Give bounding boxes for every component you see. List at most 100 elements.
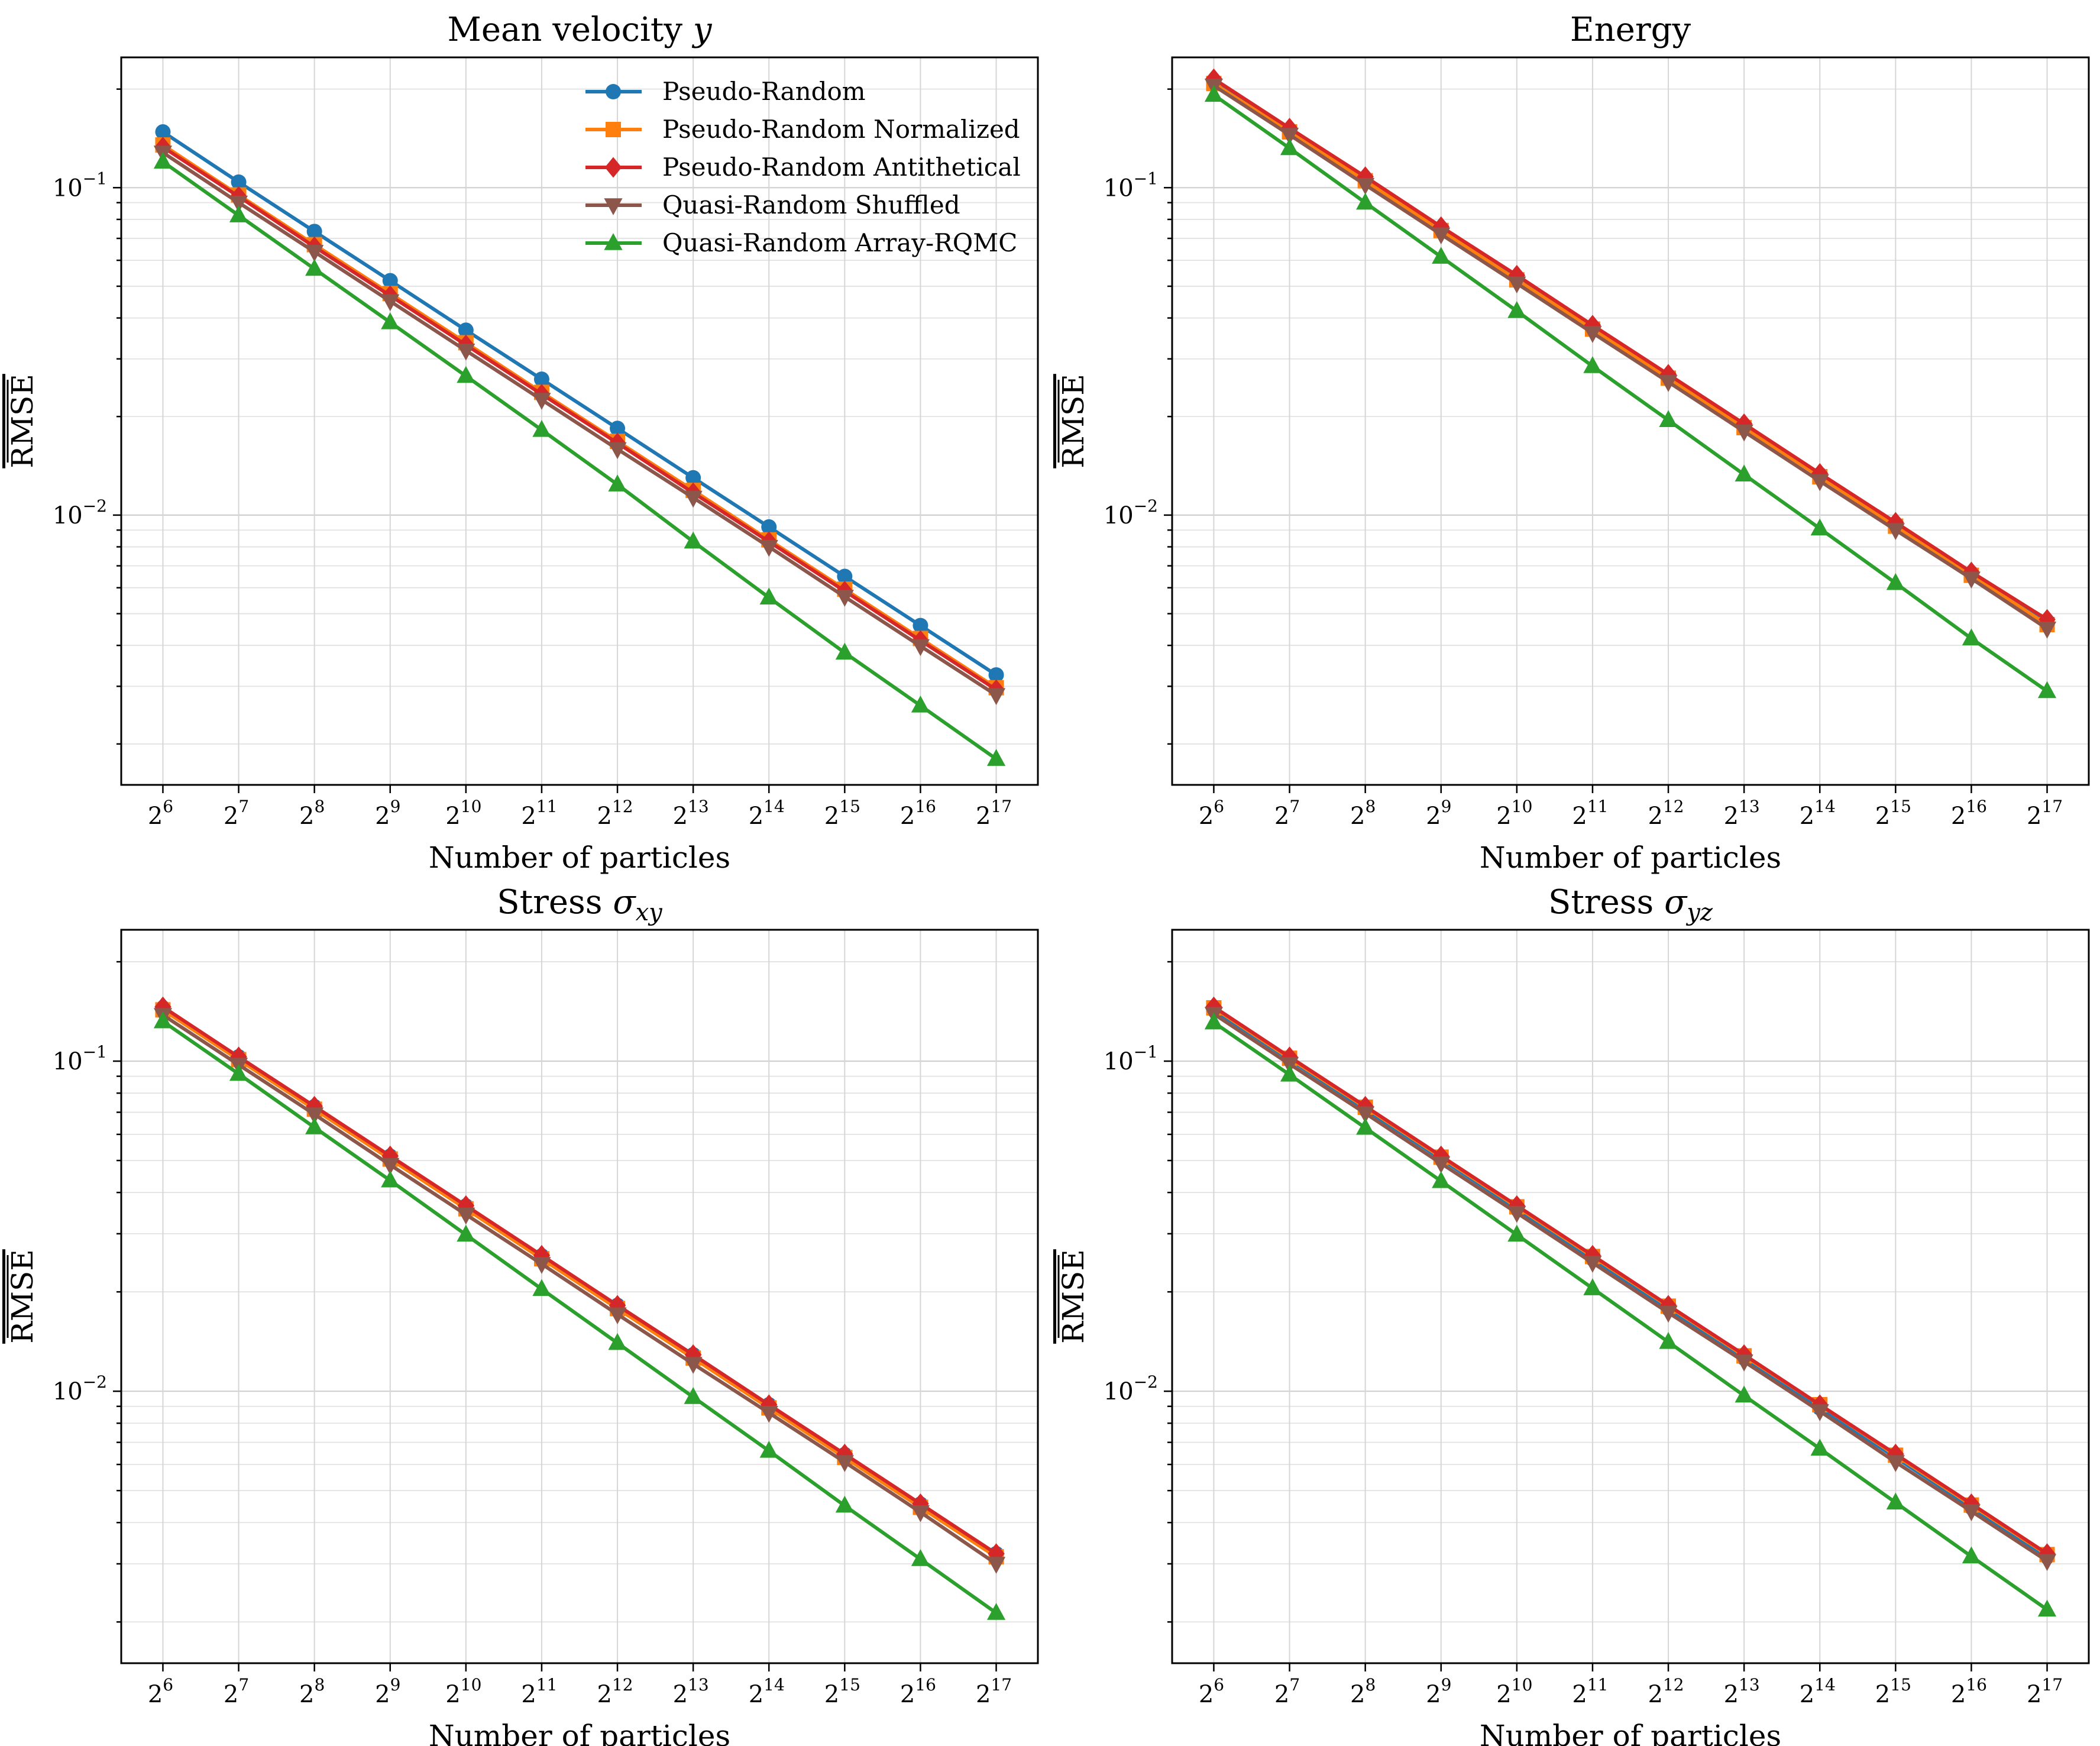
- x-tick-label: 214: [1800, 797, 1836, 830]
- data-point-quasi-random-shuffled: [1507, 276, 1526, 294]
- series-line-quasi-random-shuffled: [1212, 84, 2049, 630]
- data-point-quasi-random-array-rqmc: [1204, 85, 1224, 102]
- legend-label: Pseudo-Random: [662, 77, 866, 106]
- data-point-quasi-random-shuffled: [1810, 1404, 1829, 1421]
- data-point-quasi-random-shuffled: [381, 294, 400, 312]
- data-point-quasi-random-array-rqmc: [684, 1387, 703, 1404]
- legend-item-pseudo-random-antithetical: Pseudo-Random Antithetical: [585, 153, 1021, 182]
- x-tick-label: 213: [1724, 1675, 1760, 1708]
- x-tick-label: 211: [1572, 797, 1608, 830]
- legend-item-quasi-random-array-rqmc: Quasi-Random Array-RQMC: [585, 228, 1017, 257]
- data-point-pseudo-random: [533, 371, 549, 387]
- x-tick-label: 27: [224, 797, 249, 830]
- data-point-pseudo-random: [837, 568, 853, 584]
- plot-frame: [1171, 929, 2090, 1664]
- legend-item-pseudo-random-normalized: Pseudo-Random Normalized: [585, 115, 1020, 144]
- data-point-quasi-random-shuffled: [1583, 1256, 1602, 1273]
- data-point-quasi-random-shuffled: [608, 1307, 627, 1325]
- data-point-quasi-random-array-rqmc: [986, 1603, 1006, 1620]
- data-point-quasi-random-shuffled: [759, 1406, 778, 1423]
- x-tick-label: 216: [1951, 797, 1987, 830]
- data-point-quasi-random-shuffled: [1507, 1205, 1526, 1223]
- legend: Pseudo-Random Pseudo-Random Normalized Pse…: [585, 77, 1021, 257]
- data-point-pseudo-random-antithetical: [1811, 463, 1829, 484]
- data-point-quasi-random-array-rqmc: [457, 366, 475, 383]
- data-point-quasi-random-shuffled: [986, 688, 1006, 706]
- x-tick-label: 217: [2027, 797, 2063, 830]
- data-point-pseudo-random-antithetical: [533, 1244, 551, 1266]
- chart-panel-1: 10−1 10−2 26 27 28 29 210 211 212 213 214 215 216 217…: [5, 11, 1039, 875]
- series-line-quasi-random-shuffled: [161, 1013, 998, 1566]
- data-point-quasi-random-array-rqmc: [305, 1117, 324, 1134]
- data-point-quasi-random-shuffled: [2037, 622, 2057, 639]
- series-group: [153, 124, 1006, 766]
- data-point-quasi-random-array-rqmc: [1659, 1332, 1678, 1349]
- data-point-pseudo-random-antithetical: [1659, 364, 1677, 385]
- data-point-quasi-random-array-rqmc: [457, 1224, 475, 1242]
- x-tick-label: 211: [521, 1675, 557, 1708]
- data-point-quasi-random-array-rqmc: [911, 696, 930, 713]
- chart-panel-2: 10−1 10−2 26 27 28 29 210 211 212 213 214 215 216 217…: [1056, 11, 2090, 875]
- data-point-quasi-random-shuffled: [457, 1207, 475, 1225]
- series-group: [1204, 68, 2057, 699]
- grid: [1172, 57, 2089, 785]
- y-axis-label: RMSE: [1056, 1249, 1091, 1344]
- data-point-quasi-random-array-rqmc: [153, 1011, 173, 1029]
- data-point-pseudo-random: [458, 322, 474, 338]
- x-tick-label: 210: [1496, 797, 1532, 830]
- y-axis: 10−1 10−2: [53, 961, 121, 1623]
- x-axis: 26 27 28 29 210 211 212 213 214 215 216 217: [148, 785, 1012, 830]
- legend-marker: [606, 84, 621, 99]
- data-point-quasi-random-array-rqmc: [229, 205, 248, 222]
- data-point-pseudo-random-antithetical: [1659, 1295, 1677, 1316]
- x-tick-label: 215: [824, 1675, 860, 1708]
- x-tick-label: 216: [900, 1675, 936, 1708]
- series-line-pseudo-random: [161, 130, 998, 677]
- series-line-pseudo-random-antithetical: [161, 146, 998, 691]
- legend-label: Quasi-Random Shuffled: [662, 190, 960, 219]
- data-point-pseudo-random: [610, 421, 626, 436]
- data-point-quasi-random-shuffled: [1432, 1156, 1451, 1173]
- x-tick-label: 26: [148, 797, 173, 830]
- data-point-quasi-random-shuffled: [1356, 1106, 1375, 1124]
- plot-frame: [120, 56, 1039, 786]
- data-point-pseudo-random: [231, 174, 247, 190]
- y-tick-label: 10−1: [53, 169, 107, 202]
- chart-title: Stress σyz: [1548, 883, 1713, 926]
- data-point-quasi-random-shuffled: [1356, 177, 1375, 195]
- data-point-quasi-random-shuffled: [684, 490, 703, 508]
- data-point-quasi-random-shuffled: [229, 195, 248, 213]
- x-tick-label: 213: [673, 797, 709, 830]
- x-tick-label: 217: [2027, 1675, 2063, 1708]
- series-line-quasi-random-array-rqmc: [161, 1020, 998, 1615]
- x-tick-label: 216: [900, 797, 936, 830]
- x-tick-label: 210: [1496, 1675, 1532, 1708]
- chart-title: Stress σxy: [497, 883, 663, 926]
- data-point-quasi-random-shuffled: [1886, 523, 1905, 541]
- x-tick-label: 212: [1648, 1675, 1684, 1708]
- data-point-quasi-random-shuffled: [1280, 128, 1299, 145]
- data-point-quasi-random-array-rqmc: [1810, 518, 1829, 536]
- data-point-quasi-random-array-rqmc: [1886, 573, 1905, 590]
- x-tick-label: 215: [824, 797, 860, 830]
- data-point-quasi-random-array-rqmc: [608, 1333, 627, 1350]
- x-tick-label: 214: [749, 797, 785, 830]
- legend-item-pseudo-random: Pseudo-Random: [585, 77, 866, 106]
- data-point-quasi-random-array-rqmc: [1962, 1546, 1981, 1564]
- y-tick-label: 10−2: [53, 1372, 107, 1405]
- x-tick-label: 29: [1426, 797, 1451, 830]
- data-point-quasi-random-array-rqmc: [532, 420, 551, 437]
- data-point-quasi-random-shuffled: [1810, 474, 1829, 492]
- data-point-quasi-random-shuffled: [684, 1357, 703, 1374]
- x-axis: 26 27 28 29 210 211 212 213 214 215 216 217: [1199, 785, 2063, 830]
- data-point-pseudo-random: [988, 667, 1004, 683]
- series-line-pseudo-random-normalized: [161, 1008, 998, 1559]
- y-tick-label: 10−2: [1104, 496, 1158, 529]
- data-point-quasi-random-shuffled: [1962, 1504, 1981, 1521]
- data-point-quasi-random-array-rqmc: [381, 1170, 400, 1188]
- y-tick-label: 10−2: [53, 496, 107, 529]
- y-axis: 10−1 10−2: [53, 88, 121, 745]
- x-tick-label: 215: [1875, 797, 1911, 830]
- data-point-pseudo-random: [306, 224, 322, 240]
- data-point-quasi-random-shuffled: [1659, 375, 1678, 392]
